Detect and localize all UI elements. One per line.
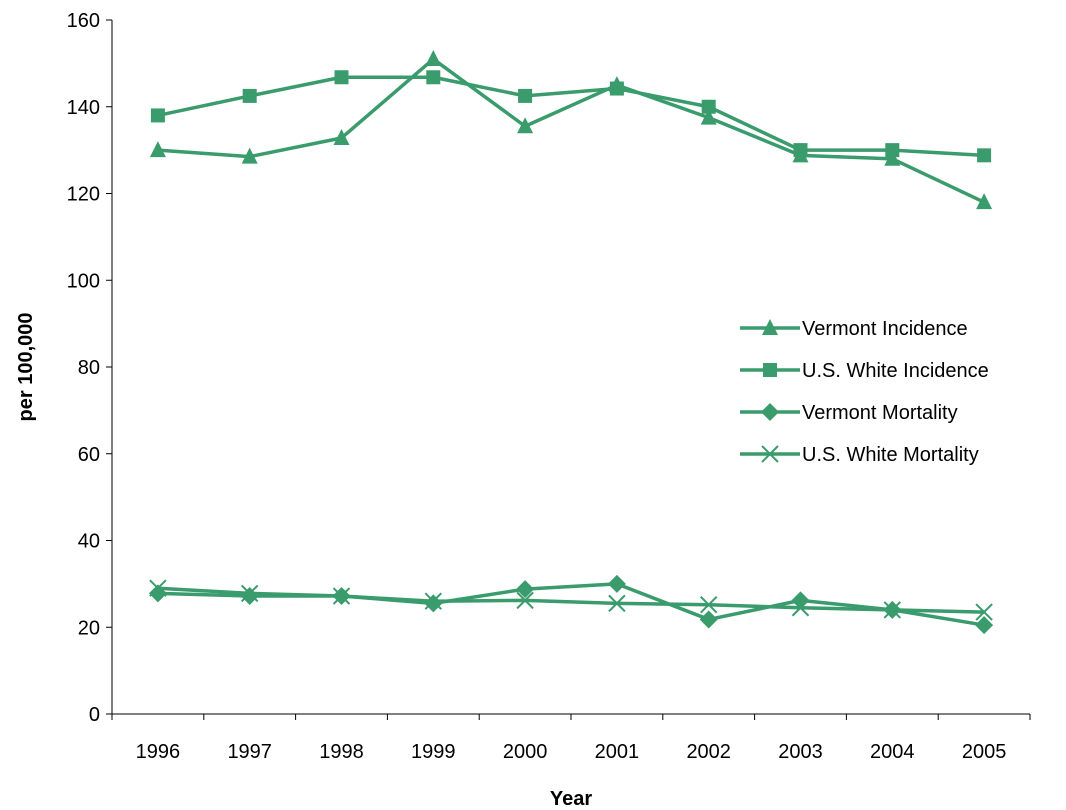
x-axis-ticks: 1996 1997 1998 1999 2000 2001 2002 2003 2004 2005 (111, 714, 1031, 763)
data-point (424, 594, 443, 613)
series-line (157, 582, 985, 627)
x-tick-label: 2001 (595, 741, 640, 763)
data-point (334, 70, 349, 85)
data-point (793, 143, 808, 158)
legend-item: U.S. White Incidence (740, 360, 989, 382)
series-line (157, 57, 985, 204)
x-marker-stroke (699, 595, 718, 614)
legend-label: U.S. White Mortality (802, 444, 979, 466)
legend-marker (761, 445, 779, 463)
data-point (701, 99, 716, 114)
legend-label: Vermont Incidence (802, 318, 968, 340)
series-vermont-incidence (149, 50, 993, 210)
data-point (975, 603, 993, 621)
y-tick-label: 20 (78, 617, 100, 639)
x-marker-stroke (332, 587, 351, 605)
data-point (700, 108, 717, 125)
legend-marker (763, 363, 777, 377)
x-tick-label: 2000 (503, 741, 548, 763)
data-point (516, 580, 535, 599)
data-point (240, 584, 259, 603)
data-point (241, 147, 258, 164)
legend-item: U.S. White Mortality (740, 444, 979, 466)
x-tick-label: 1999 (411, 741, 456, 763)
x-marker-stroke (791, 599, 810, 617)
y-tick-label: 100 (67, 270, 100, 292)
x-marker-stroke (975, 603, 993, 621)
x-marker-stroke (240, 584, 259, 603)
data-point (883, 601, 902, 619)
data-point (149, 141, 166, 158)
y-axis-ticks: 0 20 40 60 80 100 120 140 160 (67, 10, 112, 726)
data-point (426, 70, 441, 85)
x-marker-stroke (608, 594, 626, 613)
series-u-s-white-mortality (149, 579, 993, 621)
data-point (884, 149, 901, 166)
data-point (607, 574, 626, 593)
x-tick-label: 1997 (227, 741, 272, 763)
data-point (242, 88, 257, 103)
x-marker-stroke (516, 591, 534, 610)
legend-item: Vermont Incidence (740, 318, 968, 340)
x-tick-label: 2005 (962, 741, 1007, 763)
data-point (699, 595, 718, 614)
data-point (977, 148, 992, 163)
data-point (333, 128, 350, 145)
data-point (150, 108, 165, 123)
series-line (157, 75, 985, 158)
y-tick-label: 40 (78, 531, 100, 553)
data-point (791, 591, 810, 610)
legend-label: U.S. White Incidence (802, 360, 989, 382)
legend-item: Vermont Mortality (740, 402, 958, 424)
data-point (332, 587, 351, 605)
legend-marker (761, 403, 779, 421)
x-marker-stroke (149, 579, 167, 597)
data-point (240, 587, 259, 606)
data-point (609, 81, 624, 96)
x-marker-stroke (883, 601, 902, 619)
y-tick-label: 60 (78, 444, 100, 466)
x-marker-stroke (761, 445, 779, 463)
series-layer (148, 50, 994, 635)
data-point (976, 193, 993, 210)
x-tick-label: 2002 (686, 741, 731, 763)
series-line (157, 586, 985, 614)
x-tick-label: 1996 (136, 741, 181, 763)
legend: Vermont Incidence U.S. White Incidence Ver… (740, 318, 989, 466)
series-u-s-white-incidence (150, 70, 992, 163)
y-tick-label: 140 (67, 97, 100, 119)
data-point (885, 143, 900, 158)
data-point (975, 616, 994, 635)
data-point (518, 88, 533, 103)
x-tick-label: 1998 (319, 741, 364, 763)
y-tick-label: 80 (78, 357, 100, 379)
legend-label: Vermont Mortality (802, 402, 958, 424)
x-tick-label: 2004 (870, 741, 915, 763)
y-tick-label: 160 (67, 10, 100, 32)
data-point (608, 594, 626, 613)
data-point (424, 592, 443, 610)
data-point (516, 591, 534, 610)
y-tick-label: 0 (89, 704, 100, 726)
data-point (425, 50, 442, 67)
y-axis-title: per 100,000 (15, 313, 37, 422)
data-point (517, 117, 534, 134)
x-marker-stroke (424, 592, 443, 610)
x-tick-label: 2003 (778, 741, 823, 763)
data-point (699, 610, 718, 629)
legend-marker (762, 319, 778, 335)
series-vermont-mortality (148, 574, 994, 635)
data-point (791, 599, 810, 617)
y-tick-label: 120 (67, 184, 100, 206)
data-point (149, 579, 167, 597)
x-axis-title: Year (550, 788, 592, 810)
